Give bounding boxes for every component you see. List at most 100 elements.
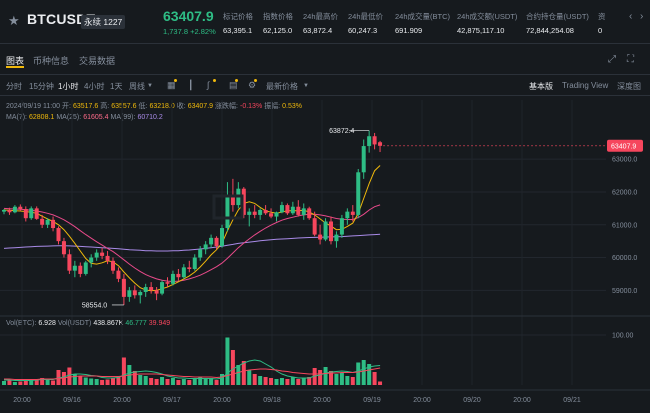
ohlc-value: 涨跌幅:: [215, 103, 238, 110]
stat-value: 72,844,254.08: [526, 26, 574, 35]
volume-bar: [78, 376, 83, 385]
tab-trading-data[interactable]: 交易数据: [79, 56, 116, 66]
price-tick-label: 62000.0: [612, 189, 637, 196]
tab-chart[interactable]: 图表: [6, 56, 25, 66]
stat-label: 合约持仓量(USDT): [526, 12, 589, 21]
stat-mark-price: 标记价格 63,395.1: [223, 11, 253, 35]
chevron-left-icon[interactable]: ‹: [629, 11, 633, 22]
candle-body: [111, 260, 115, 271]
interval-timeline[interactable]: 分时: [6, 82, 22, 91]
volume-bar: [307, 377, 312, 385]
stat-24h-volume-btc: 24h成交量(BTC) 691.909: [395, 11, 450, 35]
volume-bar: [29, 380, 34, 385]
latest-price-select[interactable]: 最新价格: [266, 82, 298, 91]
volume-bar: [247, 370, 252, 385]
interval-4h[interactable]: 4小时: [84, 82, 105, 91]
ma-value: 61605.4: [83, 114, 109, 121]
drawing-tool-icon[interactable]: ∫: [207, 80, 210, 90]
candle-body: [127, 290, 132, 297]
symbol-name[interactable]: BTCUSDT: [27, 11, 96, 27]
ohlc-value: 63557.6: [111, 103, 137, 110]
candle-body: [230, 195, 235, 206]
star-icon[interactable]: ★: [8, 13, 20, 28]
candle-body: [378, 142, 383, 146]
candle-body: [296, 206, 301, 215]
view-basic[interactable]: 基本版: [529, 82, 553, 91]
interval-1h[interactable]: 1小时: [58, 82, 79, 91]
volume-bar: [7, 380, 12, 385]
candle-body: [165, 282, 170, 284]
volume-bar: [94, 379, 99, 385]
volume-bar: [111, 378, 115, 385]
candle-body: [258, 210, 263, 215]
candle-body: [274, 212, 279, 217]
volume-bar: [89, 378, 94, 385]
current-price-label: 63407.9: [611, 143, 636, 150]
stat-label: 24h最低价: [348, 12, 384, 21]
ma-info-row: MA(7): 62808.1 MA(25): 61605.4 MA(99): 60710.…: [6, 114, 165, 121]
ma7-line: [3, 165, 381, 292]
layout-icon[interactable]: ▤: [229, 80, 238, 90]
volume-value: 438.867K: [93, 320, 124, 327]
candle-body: [307, 208, 312, 219]
volume-bar: [209, 378, 214, 385]
time-tick-label: 20:00: [313, 397, 331, 404]
candle-body: [12, 206, 17, 213]
interval-1d[interactable]: 1天: [110, 82, 123, 91]
candle-body: [176, 273, 181, 278]
candle-body: [181, 267, 186, 278]
candle-body: [203, 244, 208, 250]
volume-bar: [12, 382, 17, 385]
interval-15m[interactable]: 15分钟: [29, 82, 54, 91]
candle-body: [23, 209, 28, 219]
candle-body: [263, 210, 268, 214]
volume-bar: [160, 377, 165, 385]
candle-body: [350, 211, 355, 215]
volume-bar: [181, 379, 186, 385]
candle-body: [252, 211, 257, 215]
expand-icon[interactable]: ⤢: [608, 54, 616, 65]
indicator-dot: [174, 79, 177, 82]
volume-bar: [176, 380, 181, 385]
volume-bar: [220, 374, 224, 385]
volume-bar: [339, 373, 344, 385]
volume-bar: [241, 361, 246, 385]
volume-bar: [285, 379, 290, 385]
stat-value: 42,875,117.10: [457, 26, 505, 35]
chevron-down-icon[interactable]: ▼: [147, 83, 153, 89]
volume-bar: [230, 350, 235, 385]
volume-bar: [274, 379, 279, 385]
candle-body: [198, 249, 203, 258]
stat-24h-low: 24h最低价 60,247.3: [348, 11, 383, 35]
chevron-down-icon[interactable]: ▼: [303, 83, 309, 89]
chevron-right-icon[interactable]: ›: [640, 11, 644, 22]
candle-body: [18, 206, 23, 210]
volume-bar: [203, 379, 208, 385]
time-tick-label: 09/17: [163, 397, 181, 404]
candle-body: [61, 241, 66, 255]
stat-value: 63,872.4: [303, 26, 333, 35]
interval-weekly[interactable]: 周线: [129, 82, 145, 91]
chart-type-icon[interactable]: ┃: [188, 80, 194, 90]
candle-body: [225, 195, 230, 229]
volume-bar: [198, 377, 203, 385]
settings-icon[interactable]: ⚙: [248, 80, 257, 90]
view-tradingview[interactable]: Trading View: [562, 81, 609, 90]
fullscreen-icon[interactable]: ⛶: [627, 54, 634, 65]
candle-body: [160, 282, 165, 294]
volume-bar: [2, 381, 6, 385]
candle-body: [89, 257, 94, 263]
ohlc-value: 0.53%: [282, 103, 302, 110]
volume-bar: [263, 377, 268, 385]
candle-body: [318, 234, 323, 240]
view-depth[interactable]: 深度图: [617, 82, 641, 91]
tab-coin-info[interactable]: 币种信息: [33, 56, 70, 66]
indicator-icon[interactable]: ▦: [167, 80, 176, 90]
volume-bar: [170, 378, 175, 385]
candle-body: [29, 208, 34, 219]
ma-value: 60710.2: [137, 114, 163, 121]
volume-bar: [149, 378, 154, 385]
contract-type-badge: 永续 1227: [81, 15, 126, 29]
high-marker-label: 63872.4: [329, 128, 354, 135]
